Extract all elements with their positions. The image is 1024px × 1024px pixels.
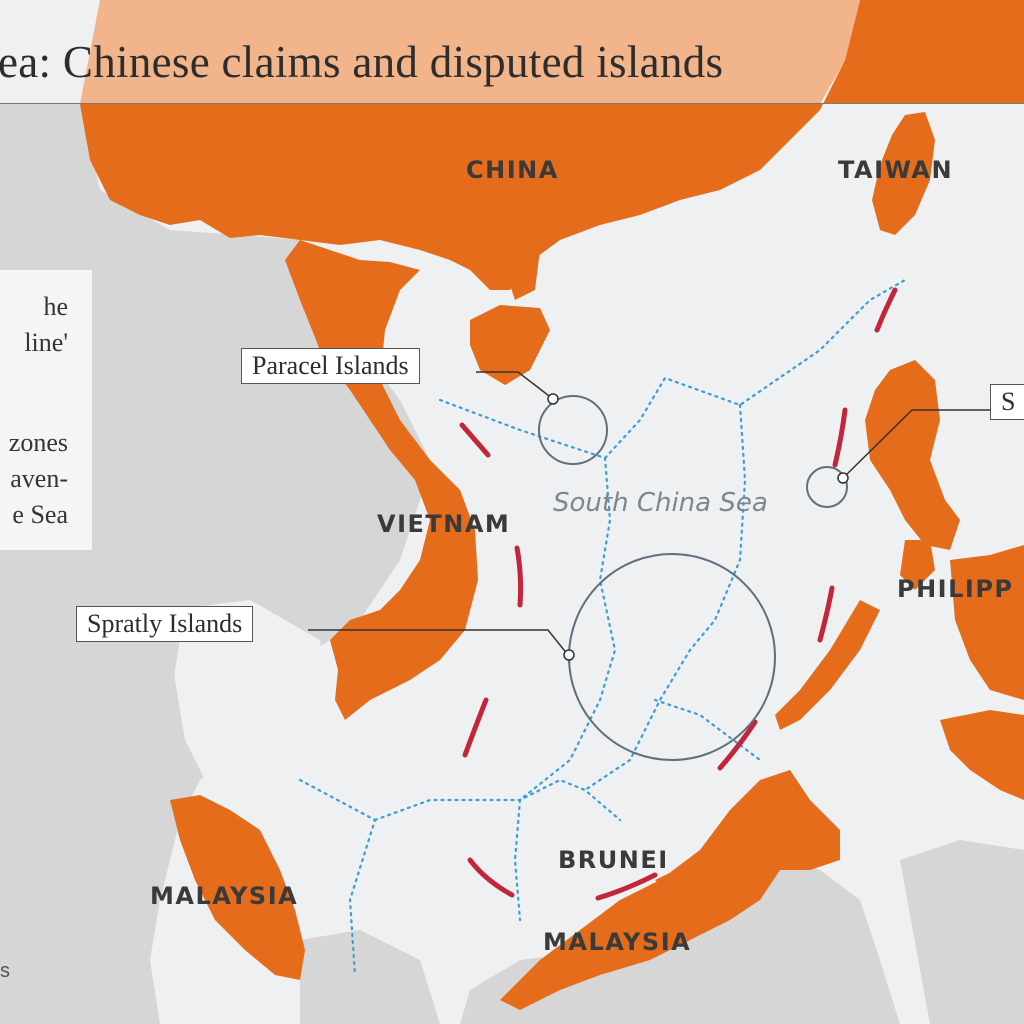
label-taiwan: TAIWAN [838, 156, 954, 184]
scarborough-shoal-circle [806, 466, 848, 508]
taiwan-land [872, 112, 935, 235]
gulf-of-thailand [170, 600, 330, 790]
sumatra-grey [300, 930, 440, 1024]
legend-text-line: zones [8, 428, 68, 457]
nine-dash-segment [459, 422, 491, 458]
eez-line [438, 278, 907, 460]
china-land [80, 0, 1024, 290]
malaysia-west-land [170, 795, 305, 980]
peninsula-grey [0, 560, 180, 1024]
callout-scarborough-shoal: S [990, 384, 1024, 420]
eez-boundaries [298, 278, 907, 977]
eez-line [298, 778, 377, 977]
label-malaysia-west: MALAYSIA [150, 882, 299, 910]
eez-line [513, 456, 617, 922]
philippines-palawan [775, 600, 880, 730]
title-bar: ea: Chinese claims and disputed islands [0, 0, 1024, 104]
philippines-visayas [950, 545, 1024, 700]
nine-dash-segment [717, 719, 758, 771]
callout-leaders [308, 371, 990, 656]
paracel-leader [476, 371, 554, 400]
nine-dash-segment [467, 857, 515, 898]
philippines-mindoro [900, 540, 935, 590]
label-china: CHINA [466, 156, 559, 184]
title-divider [0, 103, 1024, 104]
legend-text-line: aven- [10, 464, 68, 493]
philippines-luzon [865, 360, 960, 550]
label-south-china-sea: South China Sea [553, 488, 768, 518]
paracel-islands-circle [538, 395, 608, 465]
hainan-land [470, 305, 550, 385]
legend-panel: he line' zones aven- e Sea [0, 270, 92, 550]
label-vietnam: VIETNAM [377, 510, 511, 538]
china-upper [80, 0, 860, 104]
callout-paracel-islands: Paracel Islands [241, 348, 420, 384]
brunei-land [655, 868, 690, 895]
sulawesi-grey [900, 840, 1024, 1024]
label-philippines: PHILIPP [897, 575, 1014, 603]
eez-line [583, 403, 747, 792]
nine-dash-line [459, 287, 898, 901]
paracel-leader-dot [547, 393, 559, 405]
nine-dash-segment [874, 287, 898, 333]
philippines-mindanao [940, 710, 1024, 800]
map-title: ea: Chinese claims and disputed islands [0, 37, 724, 87]
nine-dash-segment [832, 407, 848, 468]
nine-dash-segment [462, 697, 489, 758]
legend-text-line: e Sea [12, 500, 68, 529]
spratly-leader [308, 629, 569, 656]
label-brunei: BRUNEI [558, 846, 669, 874]
legend-text-line: line' [24, 328, 68, 357]
source-text: s [0, 960, 10, 982]
leizhou-peninsula [500, 250, 540, 300]
legend-text-line: he [43, 292, 68, 321]
nine-dash-segment [514, 545, 524, 608]
label-malaysia-east: MALAYSIA [543, 928, 692, 956]
scarborough-leader [842, 409, 990, 479]
callout-spratly-islands: Spratly Islands [76, 606, 254, 642]
nine-dash-segment [817, 585, 835, 643]
spratly-leader-dot [563, 649, 575, 661]
nine-dash-segment [595, 872, 658, 901]
eez-line [373, 778, 622, 822]
scarborough-leader-dot [837, 472, 849, 484]
